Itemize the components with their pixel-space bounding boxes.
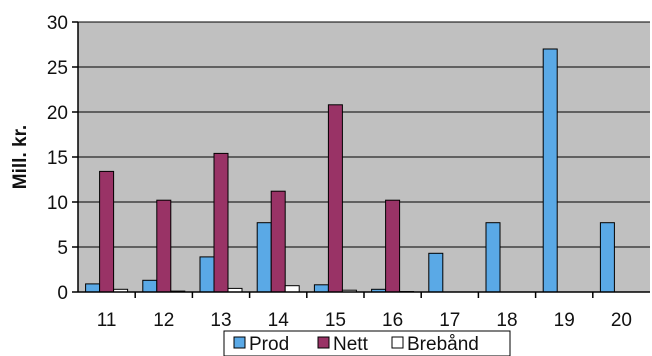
bar-nett [156, 199, 172, 293]
y-axis-title: Mill. kr. [10, 125, 31, 189]
x-tick-label: 14 [268, 310, 290, 331]
x-tick-label: 17 [439, 310, 460, 331]
bar-nett [213, 152, 229, 293]
x-tick-label: 11 [97, 310, 117, 331]
bars [85, 48, 615, 293]
y-tick-label: 5 [57, 238, 68, 259]
x-tick-label: 16 [382, 310, 403, 331]
bar-prod [485, 222, 501, 293]
grid-lines [78, 21, 650, 248]
y-tick-label: 0 [57, 283, 68, 304]
y-tick-label: 30 [47, 13, 68, 34]
y-tick-label: 20 [47, 103, 68, 124]
bar-nett [270, 190, 286, 293]
legend-swatch [391, 336, 404, 349]
bar-brebnd [284, 285, 300, 293]
y-tick-label: 25 [47, 58, 68, 79]
bar-nett [385, 199, 401, 293]
bar-prod [85, 283, 101, 293]
bar-prod [142, 279, 158, 293]
bar-nett [327, 104, 343, 293]
bar-prod [542, 48, 558, 293]
legend-label: Brebånd [407, 334, 479, 355]
x-tick-label: 15 [325, 310, 346, 331]
bar-prod [199, 256, 215, 293]
legend-label: Nett [333, 334, 369, 355]
x-tick-labels: 11 12 13 14 15 16 17 18 19 20 [97, 292, 632, 331]
x-tick-label: 20 [611, 310, 632, 331]
x-tick-label: 18 [496, 310, 517, 331]
legend-swatch [317, 336, 330, 349]
bar-nett [99, 170, 115, 293]
legend-swatch [233, 336, 246, 349]
legend-box [223, 330, 511, 356]
bar-prod [256, 222, 272, 293]
bar-prod [599, 222, 615, 293]
x-tick-label: 19 [554, 310, 575, 331]
bar-prod [428, 252, 444, 293]
legend-label: Prod [249, 334, 289, 355]
y-tick-labels: 0 5 10 15 20 25 30 [47, 13, 78, 304]
y-tick-label: 10 [47, 193, 68, 214]
legend: Prod Nett Brebånd [223, 330, 511, 356]
bar-prod [313, 284, 329, 293]
y-tick-label: 15 [47, 148, 68, 169]
x-tick-label: 13 [210, 310, 231, 331]
x-tick-label: 12 [153, 310, 174, 331]
